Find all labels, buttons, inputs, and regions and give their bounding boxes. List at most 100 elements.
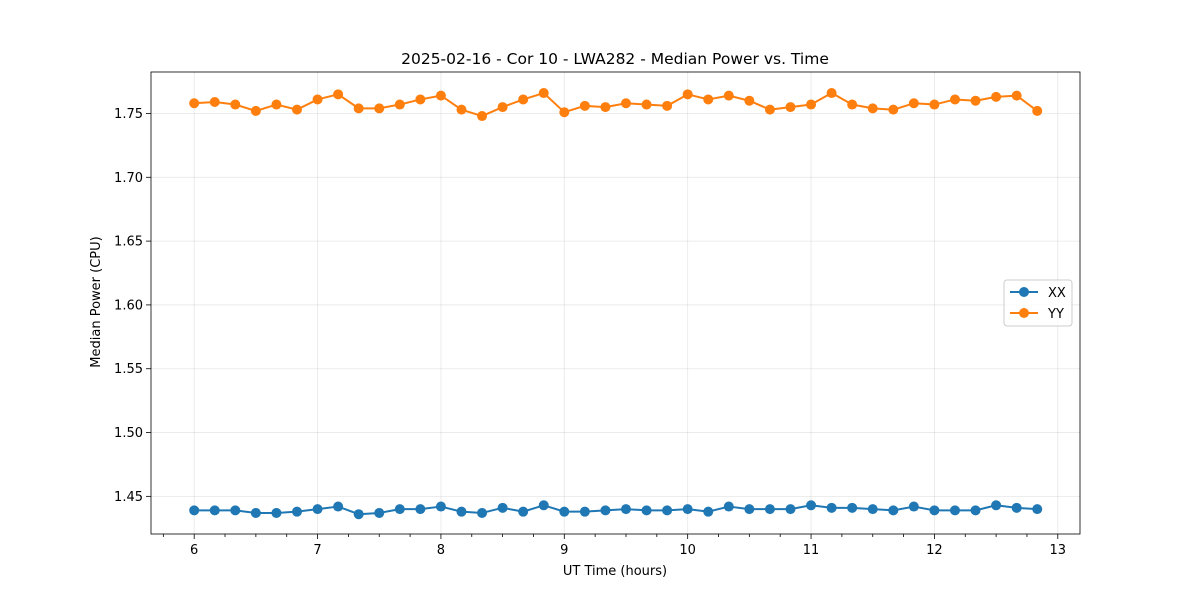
y-axis-ticks: 1.45 1.50 1.55 1.60 1.65 1.70 1.75: [114, 107, 151, 505]
series-xx-point: [929, 505, 940, 516]
series-xx-point: [250, 507, 261, 518]
series-yy-point: [353, 103, 364, 114]
series-xx-point: [764, 504, 775, 515]
chart-title: 2025-02-16 - Cor 10 - LWA282 - Median Po…: [401, 50, 829, 68]
series-xx-point: [394, 504, 405, 515]
series-yy-point: [764, 104, 775, 115]
series-xx-point: [209, 505, 220, 516]
series-yy-point: [682, 89, 693, 100]
x-tick-label: 10: [679, 543, 696, 558]
series-xx-point: [949, 505, 960, 516]
series-yy-point: [415, 94, 426, 105]
series-xx-point: [291, 506, 302, 517]
series-xx-point: [744, 504, 755, 515]
series-xx-point: [333, 501, 344, 512]
series-xx-point: [785, 504, 796, 515]
series-yy-point: [888, 104, 899, 115]
series-yy-point: [970, 95, 981, 106]
series-xx-point: [888, 505, 899, 516]
series-xx-point: [497, 502, 508, 513]
y-tick-label: 1.55: [114, 362, 143, 377]
series-yy-point: [908, 98, 919, 109]
series-yy-point: [806, 99, 817, 110]
series-yy-point: [209, 96, 220, 107]
series-yy-point: [744, 95, 755, 106]
series-xx-point: [723, 501, 734, 512]
series-yy-point: [1011, 90, 1022, 101]
legend-label-xx: XX: [1048, 286, 1066, 301]
series-xx-point: [477, 507, 488, 518]
series-xx-point: [991, 500, 1002, 511]
series-xx-point: [538, 500, 549, 511]
series-xx-point: [271, 507, 282, 518]
series-yy-point: [374, 103, 385, 114]
series-yy-point: [600, 102, 611, 113]
series-xx: [189, 500, 1043, 520]
x-tick-label: 6: [190, 543, 198, 558]
series-yy-point: [250, 105, 261, 116]
x-tick-label: 8: [437, 543, 445, 558]
series-xx-point: [703, 506, 714, 517]
series-yy-point: [1032, 105, 1043, 116]
series-xx-point: [600, 505, 611, 516]
series-yy-point: [456, 104, 467, 115]
series-yy-point: [949, 94, 960, 105]
grid-layer: [151, 72, 1080, 534]
legend-marker-yy: [1019, 308, 1029, 318]
series-xx-point: [353, 509, 364, 520]
series-layer: [189, 88, 1043, 520]
series-xx-point: [970, 505, 981, 516]
series-xx-point: [230, 505, 241, 516]
series-yy-point: [189, 98, 200, 109]
series-xx-point: [559, 506, 570, 517]
series-yy-point: [641, 99, 652, 110]
series-yy-point: [497, 102, 508, 113]
series-yy-point: [929, 99, 940, 110]
series-xx-point: [518, 506, 529, 517]
y-tick-label: 1.70: [114, 171, 143, 186]
series-yy-point: [271, 99, 282, 110]
series-xx-point: [189, 505, 200, 516]
series-yy-point: [477, 111, 488, 122]
series-yy-point: [291, 104, 302, 115]
legend-marker-xx: [1019, 287, 1029, 297]
series-yy: [189, 88, 1043, 122]
series-xx-point: [374, 507, 385, 518]
series-yy-point: [435, 90, 446, 101]
series-yy-point: [538, 88, 549, 99]
series-xx-point: [435, 501, 446, 512]
series-yy-point: [826, 88, 837, 99]
series-yy-point: [559, 107, 570, 118]
y-tick-label: 1.45: [114, 490, 143, 505]
x-tick-label: 9: [560, 543, 568, 558]
x-axis-ticks: 6 7 8 9 10 11 12 13: [162, 534, 1067, 558]
legend: XX YY: [1003, 279, 1073, 327]
series-yy-point: [620, 98, 631, 109]
series-xx-point: [579, 506, 590, 517]
x-tick-label: 13: [1050, 543, 1067, 558]
series-xx-point: [312, 504, 323, 515]
series-yy-point: [867, 103, 878, 114]
x-tick-label: 7: [313, 543, 321, 558]
series-xx-point: [415, 504, 426, 515]
x-axis-label: UT Time (hours): [563, 564, 667, 579]
y-axis-label: Median Power (CPU): [89, 236, 104, 367]
series-xx-point: [1032, 504, 1043, 515]
series-xx-point: [806, 500, 817, 511]
y-tick-label: 1.50: [114, 426, 143, 441]
series-yy-point: [394, 99, 405, 110]
series-yy-point: [847, 99, 858, 110]
plot-frame: [150, 71, 1081, 535]
y-tick-label: 1.75: [114, 107, 143, 122]
series-yy-point: [579, 100, 590, 111]
x-tick-label: 12: [926, 543, 943, 558]
series-yy-point: [662, 100, 673, 111]
series-xx-point: [620, 504, 631, 515]
series-yy-point: [230, 99, 241, 110]
series-yy-point: [333, 89, 344, 100]
y-tick-label: 1.60: [114, 298, 143, 313]
series-xx-point: [908, 501, 919, 512]
series-yy-point: [518, 94, 529, 105]
series-yy-point: [785, 102, 796, 113]
legend-label-yy: YY: [1047, 307, 1064, 322]
